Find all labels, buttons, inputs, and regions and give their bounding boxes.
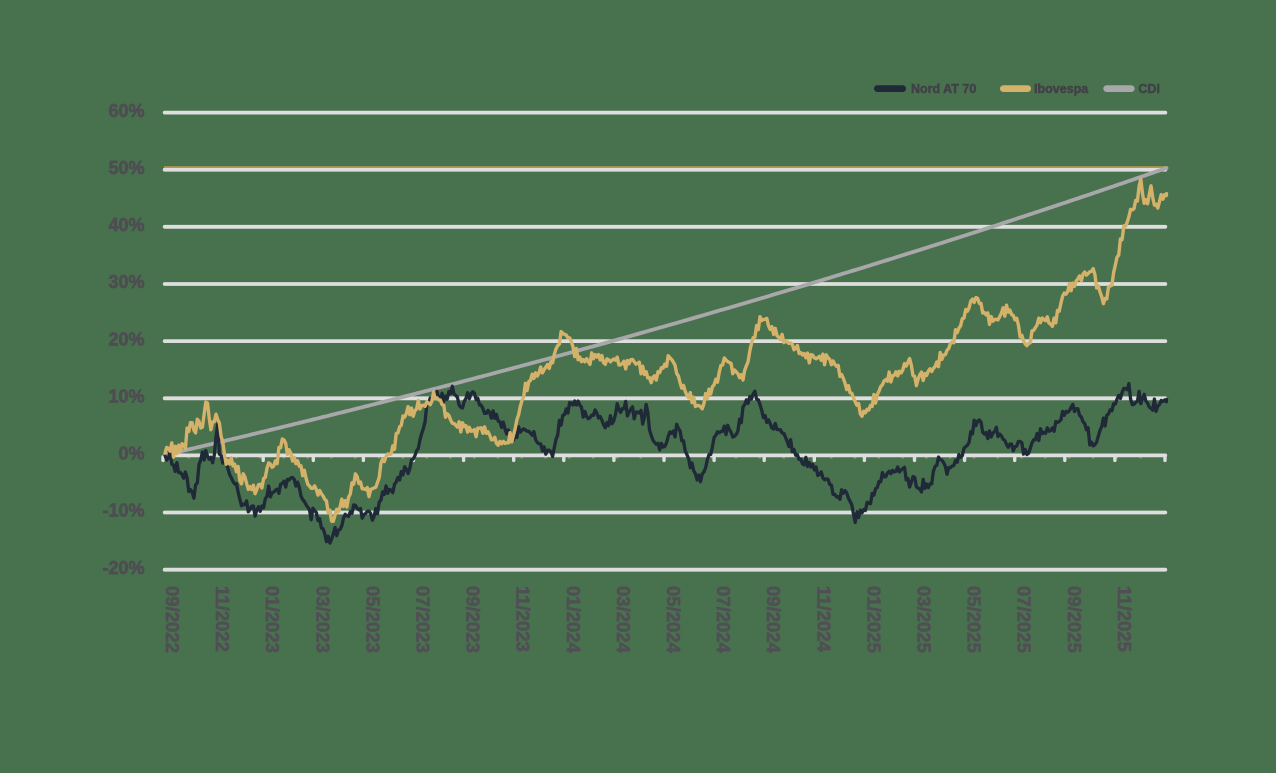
svg-text:05/2025: 05/2025: [964, 586, 985, 653]
svg-text:03/2024: 03/2024: [613, 586, 634, 654]
svg-text:11/2025: 11/2025: [1114, 586, 1135, 652]
svg-text:20%: 20%: [108, 329, 144, 349]
svg-text:07/2023: 07/2023: [413, 586, 434, 653]
svg-text:30%: 30%: [108, 272, 144, 292]
svg-text:09/2022: 09/2022: [162, 586, 183, 653]
svg-text:01/2023: 01/2023: [262, 586, 283, 653]
svg-text:CDI: CDI: [1138, 82, 1160, 96]
svg-text:Nord AT 70: Nord AT 70: [911, 82, 976, 96]
svg-text:03/2023: 03/2023: [312, 586, 333, 653]
svg-text:60%: 60%: [108, 101, 144, 121]
svg-text:07/2024: 07/2024: [713, 586, 734, 654]
svg-text:40%: 40%: [108, 215, 144, 235]
svg-text:09/2024: 09/2024: [763, 586, 784, 654]
svg-text:-20%: -20%: [102, 558, 144, 578]
svg-text:01/2025: 01/2025: [863, 586, 884, 653]
svg-text:Ibovespa: Ibovespa: [1034, 82, 1089, 96]
svg-text:11/2023: 11/2023: [513, 586, 534, 652]
svg-text:05/2023: 05/2023: [362, 586, 383, 653]
svg-text:09/2025: 09/2025: [1064, 586, 1085, 653]
svg-text:07/2025: 07/2025: [1014, 586, 1035, 653]
svg-text:03/2025: 03/2025: [914, 586, 935, 653]
svg-text:11/2024: 11/2024: [813, 586, 834, 653]
svg-text:10%: 10%: [108, 387, 144, 407]
svg-text:50%: 50%: [108, 158, 144, 178]
svg-text:-10%: -10%: [102, 501, 144, 521]
svg-text:01/2024: 01/2024: [563, 586, 584, 654]
svg-text:09/2023: 09/2023: [463, 586, 484, 653]
svg-text:05/2024: 05/2024: [663, 586, 684, 654]
svg-text:0%: 0%: [118, 444, 144, 464]
svg-text:11/2022: 11/2022: [212, 586, 233, 652]
